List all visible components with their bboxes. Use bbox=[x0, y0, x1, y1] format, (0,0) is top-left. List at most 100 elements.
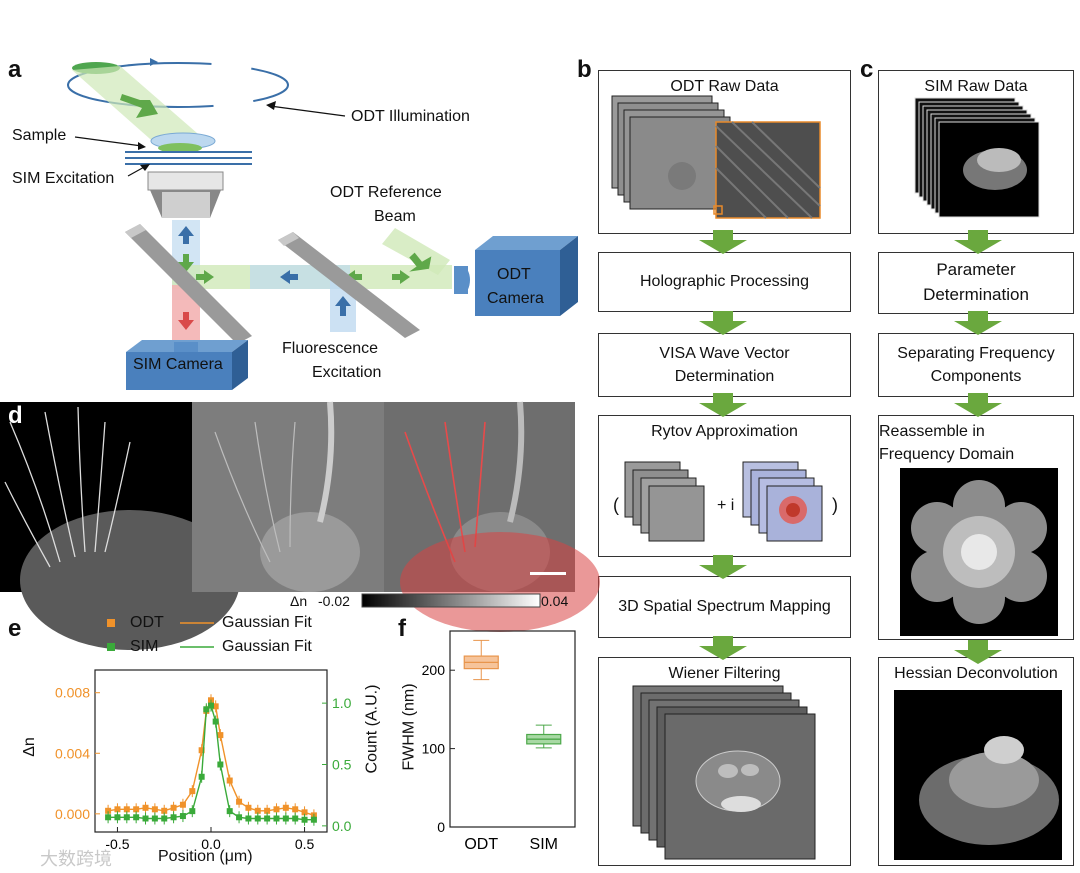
e-x-tick-label: 0.5 bbox=[295, 836, 315, 852]
holographic-processing-box: Holographic Processing bbox=[598, 252, 851, 312]
f-ylabel: FWHM (nm) bbox=[400, 683, 418, 771]
e-point-odt bbox=[254, 807, 261, 814]
odt-reference-label-2: Beam bbox=[374, 208, 416, 225]
legend-sim-marker bbox=[107, 643, 115, 651]
line-chart-e: -0.5 0.0 0.5 0.000 0.004 0.008 0.0 0.5 1.0 bbox=[55, 619, 352, 852]
e-ylabel-left: Δn bbox=[20, 737, 38, 757]
e-point-odt bbox=[236, 798, 243, 805]
sim-camera-label: SIM Camera bbox=[133, 356, 223, 373]
e-point-odt bbox=[301, 809, 308, 816]
f-y-tick-label: 100 bbox=[422, 741, 446, 757]
e-point-odt bbox=[198, 747, 205, 754]
e-point-odt bbox=[179, 801, 186, 808]
e-point-sim bbox=[212, 718, 219, 725]
odt-raw-data-stack bbox=[611, 95, 821, 219]
hessian-label: Hessian Deconvolution bbox=[894, 665, 1058, 682]
panel-label-d: d bbox=[8, 402, 23, 429]
rytov-stacks bbox=[624, 461, 823, 542]
e-point-sim bbox=[226, 808, 233, 815]
reassemble-label-2: Frequency Domain bbox=[879, 446, 1015, 464]
colorbar-label: Δn bbox=[290, 593, 308, 609]
e-point-sim bbox=[170, 814, 177, 821]
watermark: 大数跨境 bbox=[40, 849, 112, 869]
e-point-sim bbox=[133, 814, 140, 821]
separating-label-2: Components bbox=[930, 368, 1022, 385]
e-point-sim bbox=[203, 706, 210, 713]
e-yr-tick-label: 1.0 bbox=[332, 695, 352, 711]
panel-label-b: b bbox=[577, 56, 592, 83]
e-point-sim bbox=[161, 815, 168, 822]
rytov-label: Rytov Approximation bbox=[651, 423, 798, 440]
rytov-open-paren: ( bbox=[613, 495, 619, 515]
f-y-tick-label: 200 bbox=[422, 662, 446, 678]
e-x-tick-label: -0.5 bbox=[105, 836, 129, 852]
e-point-odt bbox=[123, 806, 130, 813]
e-fit-sim bbox=[108, 704, 314, 821]
e-point-sim bbox=[217, 761, 224, 768]
holographic-processing-label: Holographic Processing bbox=[640, 273, 809, 291]
fluorescence-label-1: Fluorescence bbox=[282, 340, 379, 357]
sim-excitation-label: SIM Excitation bbox=[12, 170, 115, 187]
e-point-sim bbox=[198, 773, 205, 780]
e-point-odt bbox=[212, 703, 219, 710]
flow-arrows-c bbox=[954, 230, 1002, 664]
odt-camera-label-1: ODT bbox=[497, 266, 531, 283]
spectrum-mapping-label: 3D Spatial Spectrum Mapping bbox=[618, 598, 831, 616]
e-point-sim bbox=[142, 815, 149, 822]
e-point-odt bbox=[226, 777, 233, 784]
rytov-close-paren: ) bbox=[832, 495, 838, 515]
odt-raw-data-title: ODT Raw Data bbox=[670, 78, 779, 95]
e-point-sim bbox=[273, 815, 280, 822]
f-plot-frame bbox=[449, 630, 576, 828]
legend-odt-fit: Gaussian Fit bbox=[222, 614, 312, 631]
wiener-result-stack bbox=[632, 685, 816, 860]
e-point-sim bbox=[282, 815, 289, 822]
parameter-label-2: Determination bbox=[923, 285, 1029, 304]
optical-setup-diagram bbox=[66, 58, 578, 390]
e-ylabel-right: Count (A.U.) bbox=[363, 684, 381, 774]
parameter-label-1: Parameter bbox=[936, 260, 1016, 280]
legend-sim-fit: Gaussian Fit bbox=[222, 638, 312, 655]
e-point-odt bbox=[282, 804, 289, 811]
e-point-odt bbox=[292, 806, 299, 813]
panel-label-a: a bbox=[8, 56, 22, 83]
e-point-sim bbox=[236, 814, 243, 821]
e-point-odt bbox=[273, 806, 280, 813]
e-yr-tick-label: 0.0 bbox=[332, 818, 352, 834]
sim-raw-data-stack bbox=[914, 97, 1040, 218]
sample-label: Sample bbox=[12, 127, 67, 144]
e-yl-tick-label: 0.000 bbox=[55, 806, 90, 822]
e-point-sim bbox=[292, 815, 299, 822]
panel-label-f: f bbox=[398, 615, 406, 642]
rytov-plus-i: + i bbox=[717, 497, 735, 514]
odt-reference-label-1: ODT Reference bbox=[330, 184, 442, 201]
e-point-sim bbox=[254, 815, 261, 822]
legend-sim: SIM bbox=[130, 638, 159, 655]
colorbar-min: -0.02 bbox=[318, 593, 350, 609]
e-point-odt bbox=[151, 806, 158, 813]
e-point-odt bbox=[217, 732, 224, 739]
frequency-domain-image bbox=[900, 468, 1058, 636]
flow-arrows-b bbox=[699, 230, 747, 660]
hessian-result-image bbox=[894, 690, 1062, 860]
e-point-sim bbox=[208, 702, 214, 709]
reassemble-label-1: Reassemble in bbox=[879, 423, 985, 440]
e-point-sim bbox=[123, 814, 130, 821]
e-point-sim bbox=[301, 816, 308, 823]
e-point-sim bbox=[151, 815, 158, 822]
e-yl-tick-label: 0.008 bbox=[55, 685, 90, 701]
f-category-label: SIM bbox=[530, 836, 558, 853]
odt-camera-label-2: Camera bbox=[487, 290, 544, 307]
visa-label-2: Determination bbox=[674, 368, 775, 385]
e-point-odt bbox=[114, 806, 121, 813]
e-fit-odt bbox=[107, 698, 315, 817]
fluorescence-label-2: Excitation bbox=[312, 364, 382, 381]
legend-odt-marker bbox=[107, 619, 115, 627]
separating-box: Separating Frequency Components bbox=[878, 333, 1074, 397]
odt-illumination-label: ODT Illumination bbox=[351, 108, 470, 125]
f-category-label: ODT bbox=[464, 836, 498, 853]
e-yr-tick-label: 0.5 bbox=[332, 757, 352, 773]
cell-images-panel bbox=[0, 401, 600, 650]
e-point-odt bbox=[245, 804, 252, 811]
legend-odt: ODT bbox=[130, 614, 164, 631]
